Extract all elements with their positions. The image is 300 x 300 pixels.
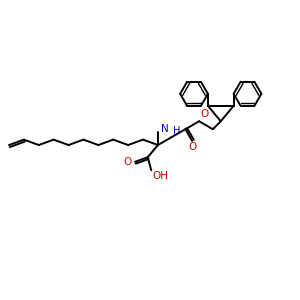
Text: OH: OH [152, 171, 168, 181]
Text: O: O [124, 157, 132, 167]
Text: N: N [161, 124, 169, 134]
Text: O: O [188, 142, 196, 152]
Text: O: O [200, 109, 208, 119]
Text: H: H [172, 126, 180, 136]
